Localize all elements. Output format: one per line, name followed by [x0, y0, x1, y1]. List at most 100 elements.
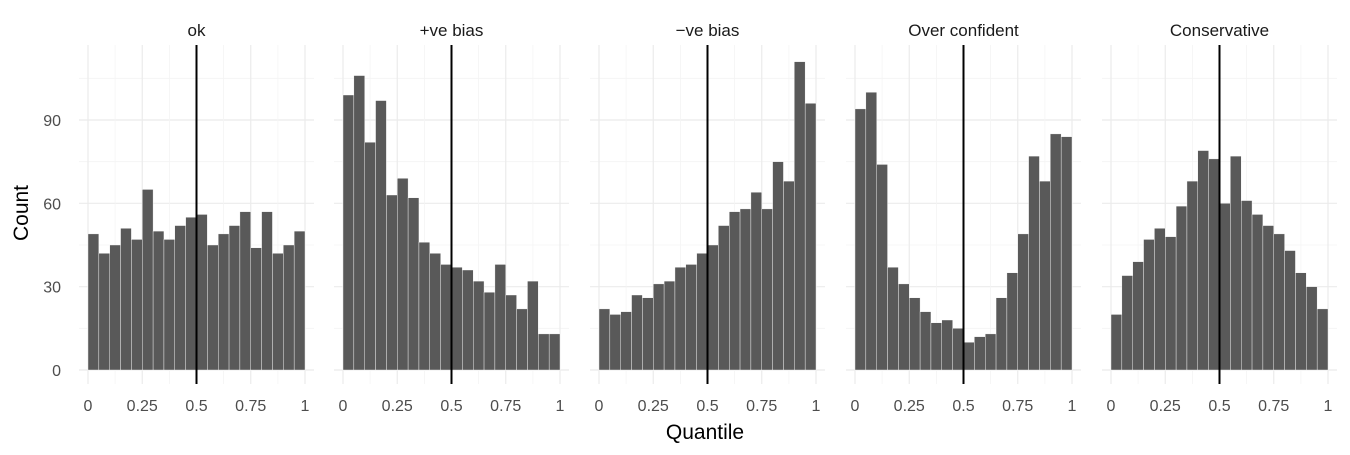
- x-tick-label: 1: [556, 398, 565, 415]
- histogram-bar: [239, 211, 251, 371]
- histogram-bar: [642, 297, 654, 371]
- y-tick-label: 60: [43, 196, 61, 213]
- histogram-bar: [527, 280, 539, 371]
- histogram-bar: [930, 322, 943, 371]
- histogram-bar: [1110, 314, 1123, 371]
- histogram-bar: [386, 194, 398, 371]
- panel-title: Conservative: [1170, 21, 1269, 40]
- panel-title: +ve bias: [420, 21, 484, 40]
- histogram-bar: [794, 61, 806, 371]
- histogram-bar: [261, 211, 273, 371]
- panel-over-confident: Over confident 0 0.25 0.5 0.75 1: [846, 21, 1081, 415]
- histogram-bar: [674, 267, 687, 371]
- histogram-bar: [152, 230, 165, 371]
- x-tick-label: 0.25: [1150, 398, 1181, 415]
- x-tick-label: 0.5: [696, 398, 718, 415]
- histogram-bar: [185, 217, 197, 371]
- histogram-bar: [1175, 205, 1188, 371]
- x-tick-label: 1: [301, 398, 310, 415]
- y-axis: 0 30 60 90: [43, 113, 61, 380]
- y-tick-label: 30: [43, 280, 61, 297]
- histogram-bar: [163, 239, 175, 371]
- histogram-bar: [228, 225, 241, 371]
- histogram-bar: [87, 233, 100, 371]
- x-tick-label: 0.25: [638, 398, 669, 415]
- histogram-bar: [1017, 233, 1029, 371]
- x-tick-label: 1: [1324, 398, 1333, 415]
- histogram-bar: [609, 314, 621, 371]
- x-tick-label: 0.25: [894, 398, 925, 415]
- histogram-bar: [283, 244, 295, 371]
- histogram-bar: [876, 164, 888, 371]
- histogram-bar: [98, 253, 110, 371]
- histogram-bar: [1132, 261, 1144, 371]
- histogram-bar: [865, 92, 877, 371]
- histogram-bar: [761, 208, 773, 371]
- histogram-bar: [1028, 155, 1040, 371]
- histogram-bar: [1186, 180, 1198, 371]
- histogram-bar: [919, 311, 932, 371]
- x-tick-label: 0.75: [1002, 398, 1033, 415]
- x-tick-label: 0.75: [235, 398, 266, 415]
- histogram-bar: [1230, 155, 1242, 371]
- x-tick-label: 0.75: [1258, 398, 1289, 415]
- histogram-bar: [440, 264, 452, 371]
- y-axis-title: Count: [10, 185, 33, 241]
- x-tick-label: 0.5: [440, 398, 462, 415]
- histogram-bar: [375, 100, 387, 371]
- histogram-bar: [952, 328, 964, 371]
- histogram-bar: [217, 233, 230, 371]
- histogram-bar: [729, 211, 741, 371]
- histogram-bar: [718, 225, 730, 371]
- histogram-bar: [293, 230, 306, 371]
- x-tick-label: 0.25: [382, 398, 413, 415]
- histogram-bar: [631, 294, 643, 371]
- histogram-bar: [1306, 286, 1318, 371]
- histogram-bar: [272, 253, 284, 371]
- x-tick-label: 0: [1107, 398, 1116, 415]
- histogram-bar: [985, 333, 997, 371]
- histogram-bar: [854, 108, 867, 371]
- histogram-bar: [974, 336, 986, 371]
- histogram-bar: [1006, 272, 1018, 371]
- x-tick-label: 1: [812, 398, 821, 415]
- histogram-bar: [1143, 239, 1155, 371]
- histogram-bar: [473, 280, 485, 371]
- panel-conservative: Conservative 0 0.25 0.5 0.75 1: [1102, 21, 1337, 415]
- histogram-bar: [364, 142, 376, 371]
- histogram-bar: [1060, 136, 1073, 371]
- x-tick-label: 0.75: [490, 398, 521, 415]
- y-tick-label: 0: [52, 363, 61, 380]
- histogram-bar: [407, 197, 420, 371]
- histogram-bar: [1284, 250, 1296, 371]
- histogram-bar: [1251, 214, 1264, 371]
- histogram-bar: [131, 239, 143, 371]
- histogram-bar: [1154, 228, 1166, 371]
- histogram-bar: [963, 342, 975, 371]
- histogram-bar: [451, 267, 463, 371]
- histogram-bar: [538, 333, 550, 371]
- histogram-bar: [494, 264, 506, 371]
- histogram-bar: [353, 75, 365, 371]
- panel-ve-bias: −ve bias 0 0.25 0.5 0.75 1: [590, 21, 825, 415]
- histogram-bar: [1208, 158, 1220, 371]
- histogram-bar: [196, 214, 208, 371]
- histogram-bar: [1219, 203, 1231, 371]
- histogram-bar: [663, 280, 676, 371]
- x-tick-label: 0.5: [1208, 398, 1230, 415]
- histogram-bar: [696, 253, 708, 371]
- x-axis-title: Quantile: [666, 421, 744, 444]
- panel-ok: ok 0 0.25 0.5 0.75 1: [79, 21, 314, 415]
- histogram-bar: [516, 308, 528, 371]
- histogram-bar: [1295, 272, 1307, 371]
- panel-title: ok: [188, 21, 206, 40]
- histogram-bar: [418, 242, 431, 371]
- histogram-bar: [207, 244, 219, 371]
- histogram-bar: [783, 180, 795, 371]
- histogram-bar: [142, 189, 154, 371]
- x-tick-label: 0.5: [185, 398, 207, 415]
- x-tick-label: 0.75: [746, 398, 777, 415]
